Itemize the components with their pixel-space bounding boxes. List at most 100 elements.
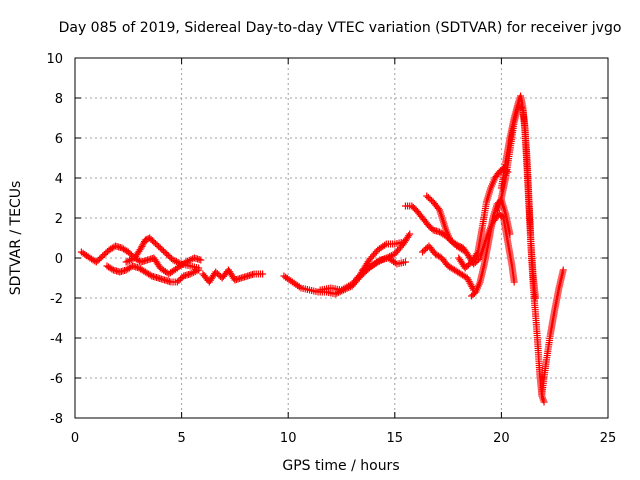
data-point: [464, 261, 472, 269]
series-E3: [459, 210, 518, 286]
series-F2: [493, 102, 540, 302]
data-point: [139, 241, 147, 249]
data-point: [102, 249, 110, 257]
data-point: [166, 253, 174, 261]
data-point: [362, 264, 370, 272]
data-point: [540, 398, 548, 406]
data-point: [197, 256, 205, 264]
y-tick-label: 0: [55, 252, 63, 267]
data-point: [137, 244, 145, 252]
y-axis-label: SDTVAR / TECUs: [8, 181, 24, 296]
data-point: [172, 258, 180, 266]
data-point: [174, 258, 182, 266]
data-point: [124, 248, 132, 256]
series-D3: [419, 242, 478, 294]
data-point: [124, 257, 132, 265]
data-point: [153, 241, 161, 249]
data-point: [449, 239, 457, 247]
data-point: [99, 252, 107, 260]
data-point: [164, 252, 172, 259]
data-point: [399, 238, 407, 246]
data-point: [138, 242, 146, 250]
series-E1: [455, 164, 512, 272]
data-point: [461, 264, 469, 272]
data-point: [295, 283, 303, 291]
data-point: [191, 268, 199, 276]
y-tick-label: 4: [55, 172, 63, 187]
grid: [75, 58, 608, 418]
data-point: [190, 268, 198, 276]
data-point: [405, 232, 413, 240]
data-point: [361, 265, 369, 273]
data-point: [175, 277, 183, 284]
data-point: [406, 230, 414, 238]
data-point: [419, 248, 427, 256]
series-A3: [122, 234, 203, 272]
data-point: [364, 264, 372, 272]
data-point: [92, 258, 100, 266]
data-point: [173, 278, 181, 286]
plot-frame: [74, 57, 609, 419]
data-point: [186, 270, 194, 278]
data-points: [77, 92, 567, 406]
data-point: [187, 256, 195, 264]
axis-ticks: 0 5 10 15 20 25 -8 -6 -4 -2 0 2 4 6 8 10: [46, 52, 616, 446]
y-tick-label: 6: [55, 132, 63, 147]
data-point: [374, 257, 382, 265]
data-point: [161, 249, 169, 256]
y-tick-label: 2: [55, 212, 63, 227]
series-A2: [103, 262, 203, 286]
data-point: [401, 258, 409, 266]
data-point: [188, 269, 196, 277]
data-point: [97, 254, 105, 261]
data-point: [122, 258, 130, 266]
data-point: [471, 259, 479, 266]
data-point: [177, 275, 185, 283]
x-tick-label: 15: [387, 431, 404, 446]
data-point: [195, 264, 203, 272]
data-point: [470, 260, 478, 268]
data-point: [463, 263, 471, 270]
data-point: [100, 251, 108, 258]
data-point: [185, 256, 193, 264]
y-tick-label: 10: [46, 52, 63, 67]
data-point: [150, 238, 158, 246]
y-tick-label: 8: [55, 92, 63, 107]
data-point: [510, 278, 518, 286]
series-B: [199, 266, 267, 286]
x-tick-label: 10: [280, 431, 297, 446]
data-point: [156, 244, 164, 252]
data-point: [212, 268, 220, 276]
series-C2: [316, 238, 407, 294]
series-D2: [423, 192, 467, 254]
data-point: [559, 266, 567, 274]
data-point: [426, 195, 434, 203]
x-axis-label: GPS time / hours: [282, 458, 399, 474]
data-point: [359, 266, 367, 274]
data-point: [126, 250, 134, 257]
data-point: [94, 257, 102, 264]
data-point: [448, 238, 456, 245]
data-point: [532, 294, 540, 302]
y-tick-label: -2: [50, 292, 63, 307]
data-point: [163, 250, 171, 258]
data-point: [171, 257, 179, 265]
data-point: [159, 247, 167, 255]
data-point: [96, 255, 104, 263]
data-point: [158, 246, 166, 253]
data-point: [434, 204, 442, 212]
data-point: [140, 239, 148, 247]
data-point: [151, 240, 159, 247]
data-point: [176, 259, 184, 267]
series-F3: [538, 266, 567, 398]
data-point: [169, 256, 177, 264]
y-tick-label: -4: [50, 332, 63, 347]
data-point: [391, 259, 399, 267]
data-point: [420, 247, 428, 254]
data-point: [126, 256, 134, 264]
data-point: [423, 192, 431, 200]
data-point: [213, 270, 221, 277]
y-tick-label: -6: [50, 372, 63, 387]
x-tick-label: 25: [600, 431, 617, 446]
